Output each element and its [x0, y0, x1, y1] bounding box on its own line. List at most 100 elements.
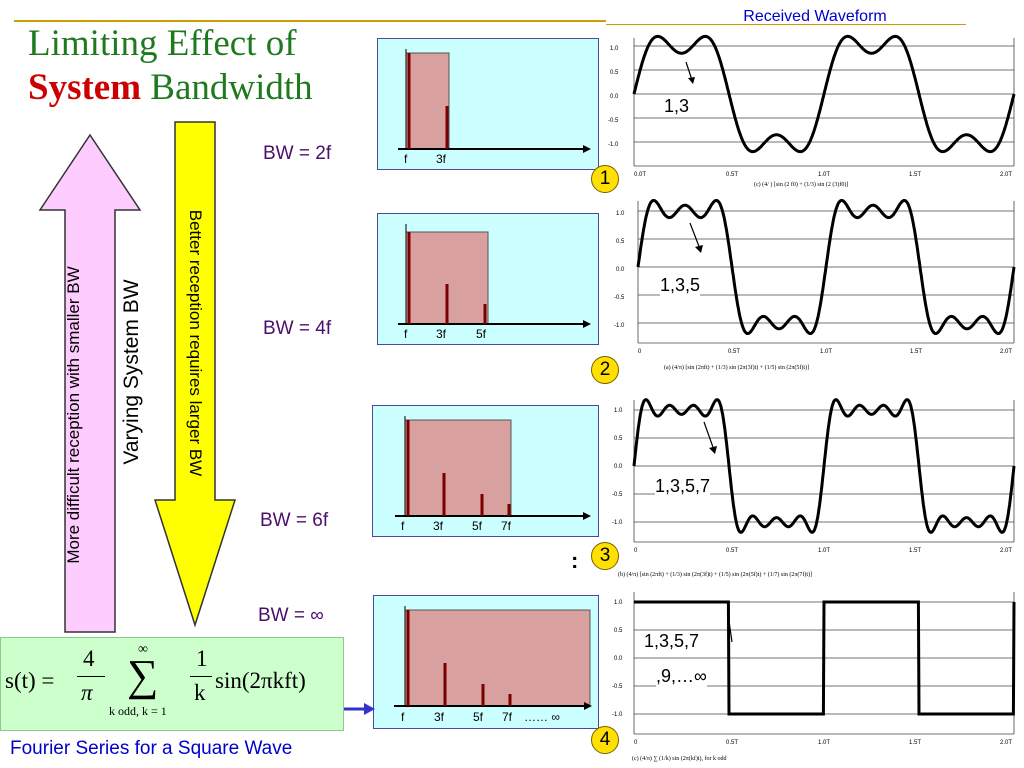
formula-sum-bottom: k odd, k = 1 [109, 704, 167, 718]
waveform-plot-2: 1.0 0.5 0.0 -0.5 -1.0 0 0.5T 1.0T 1.5T 2… [614, 199, 1016, 371]
xtick-2-1: 0.5T [728, 349, 740, 355]
wave-caption-3: (b) (4/π) [sin (2πft) + (1/3) sin (2π(3f… [618, 571, 812, 578]
formula-inner-num: 1 [196, 646, 208, 671]
ytick-3-2: 0.0 [614, 464, 623, 470]
badge-2: 2 [591, 356, 619, 384]
ytick-2-1: 0.5 [616, 239, 625, 245]
waveform-curve-2 [636, 199, 1016, 335]
title-system-word: System [28, 67, 142, 108]
badge-1: 1 [591, 165, 619, 193]
wave-caption-2: (a) (4/π) [sin (2πft) + (1/3) sin (2π(3f… [664, 364, 809, 371]
xtick-4-2: 1.0T [818, 740, 830, 746]
left-arrow-text: More difficult reception with smaller BW [64, 266, 83, 564]
title-line-2: System Bandwidth [28, 66, 313, 110]
ytick-2-4: -1.0 [614, 323, 625, 329]
xtick-4-0: 0 [634, 740, 638, 746]
passband-1 [405, 52, 450, 150]
passband-4 [404, 609, 591, 707]
harmonics-label-2: 1,3,5 [660, 275, 701, 296]
xtick-3-2: 1.0T [818, 548, 830, 554]
title-line-1: Limiting Effect of [28, 23, 297, 64]
tick-label-1-f: f [404, 152, 408, 166]
tick-label-2-f: f [404, 327, 408, 341]
ytick-4-2: 0.0 [614, 656, 623, 662]
xtick-2-2: 1.0T [820, 349, 832, 355]
xtick-3-0: 0 [634, 548, 638, 554]
xtick-1-0: 0.0T [634, 172, 646, 178]
spectrum-panel-2: f 3f 5f [377, 213, 599, 345]
xtick-2-0: 0 [638, 349, 642, 355]
tick-label-3-f: f [401, 519, 405, 533]
harmonics-label-3: 1,3,5,7 [655, 476, 711, 497]
ytick-1-2: 0.0 [610, 94, 619, 100]
tick-label-2-5f: 5f [476, 327, 487, 341]
x-axis-arrow-4 [584, 702, 592, 710]
waveform-plot-4: 1.0 0.5 0.0 -0.5 -1.0 0 0.5T 1.0T 1.5T 2… [612, 592, 1016, 762]
harmonics-label-4a: 1,3,5,7 [644, 631, 700, 652]
formula-function: sin(2πkft) [215, 668, 306, 693]
xtick-4-3: 1.5T [909, 740, 921, 746]
ytick-1-4: -1.0 [608, 142, 619, 148]
ytick-2-2: 0.0 [616, 267, 625, 273]
ytick-4-1: 0.5 [614, 628, 623, 634]
ytick-3-0: 1.0 [614, 408, 623, 414]
xtick-3-4: 2.0T [1000, 548, 1012, 554]
x-axis-arrow-2 [583, 320, 591, 328]
ytick-1-3: -0.5 [608, 118, 619, 124]
bw-label-2: BW = 4f [263, 318, 332, 339]
xtick-3-3: 1.5T [909, 548, 921, 554]
footer-caption: Fourier Series for a Square Wave [10, 738, 293, 759]
formula-frac-den: π [81, 680, 93, 705]
formula-inner-bar [190, 676, 212, 677]
ytick-2-3: -0.5 [614, 295, 625, 301]
ytick-4-0: 1.0 [614, 600, 623, 606]
wave-caption-1: (c) (4/ ) [sin (2 f0) + (1/3) sin (2 (3)… [754, 181, 848, 188]
down-arrow-shape [153, 121, 237, 628]
tick-label-4-inf: …… ∞ [524, 710, 560, 724]
xtick-2-3: 1.5T [910, 349, 922, 355]
xtick-3-1: 0.5T [726, 548, 738, 554]
ytick-1-1: 0.5 [610, 70, 619, 76]
grid-2 [637, 201, 1015, 344]
top-rule [14, 20, 606, 22]
tick-label-3-7f: 7f [501, 519, 512, 533]
xtick-1-3: 1.5T [909, 172, 921, 178]
tick-label-3-5f: 5f [472, 519, 483, 533]
tick-label-4-5f: 5f [473, 710, 484, 724]
formula-frac-bar [77, 676, 105, 677]
xtick-4-1: 0.5T [726, 740, 738, 746]
top-rule-right [606, 24, 966, 25]
slide-title: Limiting Effect of System Bandwidth [28, 22, 313, 110]
right-arrow-text: Better reception requires larger BW [186, 209, 205, 477]
xtick-2-4: 2.0T [1000, 349, 1012, 355]
waveform-plot-1: 1.0 0.5 0.0 -0.5 -1.0 0.0T 0.5T 1.0T 1.5… [608, 34, 1016, 188]
tick-label-4-7f: 7f [502, 710, 513, 724]
bw-label-1: BW = 2f [263, 143, 332, 164]
waveform-curve-1 [632, 34, 1016, 154]
bw-label-4: BW = ∞ [258, 605, 324, 626]
tick-label-4-3f: 3f [434, 710, 445, 724]
tick-label-4-f: f [401, 710, 405, 724]
ytick-3-3: -0.5 [612, 492, 623, 498]
ytick-3-4: -1.0 [612, 520, 623, 526]
x-axis-arrow-3 [583, 512, 591, 520]
left-arrow-polygon [38, 133, 142, 633]
ytick-2-0: 1.0 [616, 211, 625, 217]
harmonics-label-4b: ,9,…∞ [656, 666, 707, 687]
tick-label-1-3f: 3f [436, 152, 447, 166]
waveform-curve-3 [632, 398, 1016, 534]
ytick-4-3: -0.5 [612, 684, 623, 690]
ytick-4-4: -1.0 [612, 712, 623, 718]
formula-sum-top: ∞ [138, 642, 148, 657]
varying-system-bw-text: Varying System BW [120, 279, 143, 465]
pointer-arrow [340, 703, 375, 715]
spectrum-panel-1: f 3f [377, 38, 599, 170]
formula-frac-num: 4 [83, 646, 95, 671]
xtick-4-4: 2.0T [1000, 740, 1012, 746]
spectrum-panel-3: f 3f 5f 7f [372, 405, 599, 537]
right-arrow-polygon [153, 121, 237, 628]
received-waveform-label: Received Waveform [743, 8, 887, 25]
bw-label-3: BW = 6f [260, 510, 329, 531]
xtick-1-2: 1.0T [818, 172, 830, 178]
x-axis-arrow-1 [583, 145, 591, 153]
